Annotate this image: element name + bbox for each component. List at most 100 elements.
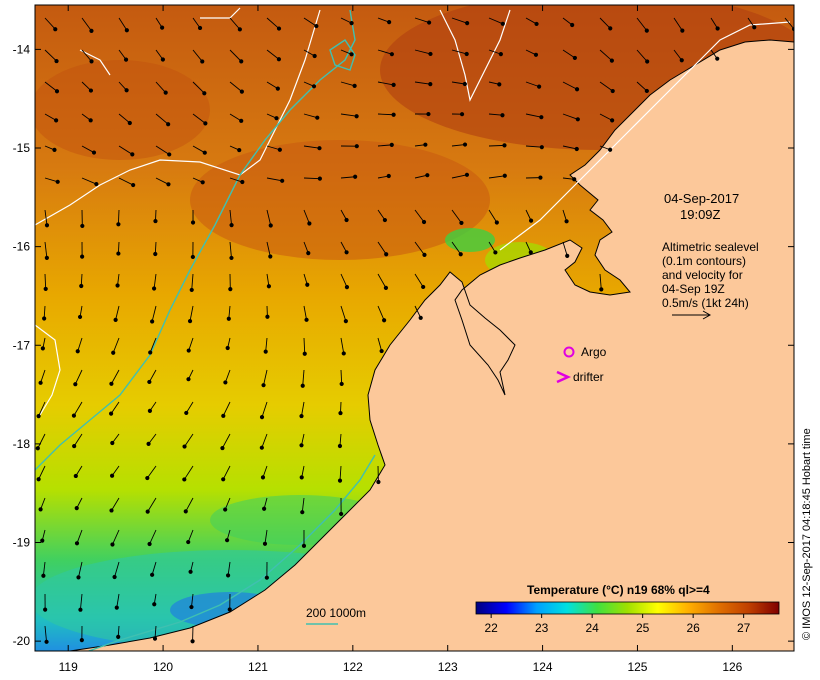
velocity-arrow-head <box>41 573 46 578</box>
velocity-arrow <box>155 81 167 93</box>
velocity-arrow-head <box>565 253 570 258</box>
velocity-arrow <box>44 273 47 289</box>
velocity-arrow-head <box>38 380 43 385</box>
velocity-arrow-head <box>268 254 273 259</box>
velocity-arrow <box>37 433 46 449</box>
velocity-arrow <box>377 81 394 86</box>
velocity-arrow <box>146 465 157 479</box>
velocity-arrow-head <box>280 178 285 183</box>
velocity-arrow <box>266 209 272 226</box>
velocity-arrow-head <box>160 57 165 62</box>
velocity-arrow-head <box>391 82 396 87</box>
velocity-arrow-head <box>44 223 50 228</box>
velocity-arrow-head <box>130 152 135 157</box>
velocity-arrow-head <box>459 220 464 226</box>
velocity-arrow-head <box>383 285 389 290</box>
velocity-arrow-head <box>299 443 304 448</box>
velocity-arrow <box>148 369 157 383</box>
velocity-arrow-head <box>715 26 720 31</box>
velocity-arrow-head <box>715 56 720 61</box>
velocity-arrow-head <box>89 28 94 33</box>
velocity-arrow-head <box>274 116 279 121</box>
velocity-arrow-head <box>237 27 242 32</box>
velocity-arrow <box>303 177 320 180</box>
velocity-arrow-head <box>502 143 507 148</box>
velocity-arrow <box>38 465 46 480</box>
velocity-arrow-head <box>116 251 121 256</box>
velocity-arrow-head <box>528 250 533 255</box>
velocity-arrow-head <box>752 25 757 30</box>
velocity-arrow-head <box>458 252 463 257</box>
velocity-arrow-head <box>680 28 685 33</box>
velocity-arrow-head <box>337 443 343 449</box>
velocity-arrow-head <box>197 25 203 31</box>
velocity-arrow <box>488 17 503 25</box>
velocity-arrow <box>229 241 232 258</box>
velocity-arrow <box>79 593 83 610</box>
velocity-arrow <box>377 273 387 289</box>
velocity-arrow-head <box>300 383 305 388</box>
velocity-arrow <box>488 209 498 223</box>
velocity-arrow <box>191 593 194 608</box>
velocity-arrow-head <box>349 52 354 57</box>
velocity-arrow-head <box>182 477 187 482</box>
velocity-arrow <box>488 144 505 147</box>
velocity-arrow-head <box>109 508 114 513</box>
velocity-arrow <box>184 433 194 447</box>
velocity-arrow <box>185 497 194 512</box>
velocity-arrow-head <box>190 639 195 644</box>
velocity-arrow <box>229 49 242 62</box>
velocity-arrow-head <box>572 55 577 61</box>
velocity-arrow-head <box>465 21 470 26</box>
velocity-arrow <box>155 145 170 155</box>
velocity-arrow <box>451 49 467 55</box>
x-tick-label: 125 <box>627 660 647 674</box>
velocity-arrow <box>636 17 648 31</box>
velocity-arrow-head <box>113 317 118 322</box>
velocity-arrow-head <box>77 314 83 320</box>
velocity-arrow-head <box>43 607 48 612</box>
velocity-arrow-head <box>189 604 194 610</box>
velocity-arrow-head <box>422 252 427 257</box>
velocity-arrow-head <box>300 510 305 515</box>
argo-icon <box>563 346 575 358</box>
velocity-arrow-head <box>109 381 114 386</box>
velocity-arrow <box>451 241 462 255</box>
velocity-arrow-head <box>317 146 322 151</box>
velocity-arrow <box>261 401 268 418</box>
velocity-arrow <box>451 209 462 224</box>
credit: © IMOS 12-Sep-2017 04:18:45 Hobart time <box>801 428 813 640</box>
altimetry-note-3: and velocity for <box>662 268 743 282</box>
velocity-arrow-head <box>88 118 93 123</box>
velocity-arrow <box>340 273 348 288</box>
velocity-arrow <box>377 241 387 255</box>
velocity-arrow-head <box>305 282 310 287</box>
velocity-arrow-head <box>459 112 465 117</box>
velocity-arrow-head <box>260 475 266 480</box>
velocity-arrow-head <box>608 26 613 31</box>
velocity-arrow <box>77 337 83 352</box>
velocity-arrow <box>636 81 648 92</box>
velocity-arrow <box>340 369 343 384</box>
velocity-arrow-head <box>644 88 649 94</box>
velocity-arrow <box>673 49 683 61</box>
velocity-arrow-head <box>539 145 544 150</box>
velocity-arrow <box>488 113 503 116</box>
y-tick-label: -15 <box>13 141 31 155</box>
velocity-arrow-head <box>570 22 575 28</box>
velocity-arrow-head <box>145 475 150 481</box>
velocity-arrow-head <box>54 118 59 123</box>
x-tick-label: 123 <box>438 660 458 674</box>
velocity-arrow-head <box>494 220 499 225</box>
velocity-arrow <box>451 174 468 179</box>
velocity-arrow <box>414 174 428 179</box>
velocity-arrow <box>81 177 97 185</box>
velocity-arrow-head <box>188 569 193 574</box>
velocity-arrow-head <box>423 142 428 147</box>
velocity-arrow <box>155 113 169 125</box>
velocity-arrow-head <box>265 314 270 319</box>
velocity-arrow-head <box>311 84 317 89</box>
velocity-arrow-head <box>533 52 539 57</box>
velocity-arrow-head <box>306 251 311 256</box>
velocity-arrow-head <box>223 507 228 512</box>
